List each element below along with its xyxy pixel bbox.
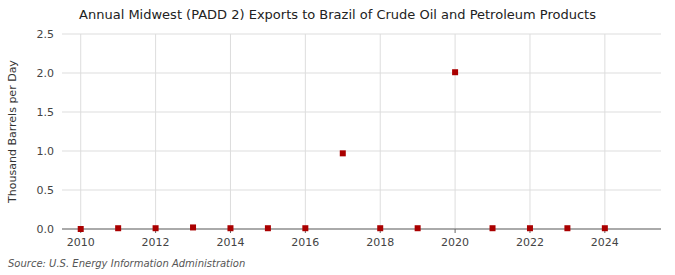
y-tick-label: 0.5	[37, 184, 55, 197]
x-grid-line	[155, 34, 156, 229]
y-tick-label: 2.0	[37, 67, 55, 80]
point	[377, 225, 383, 231]
axes: 0.0 0.5 1.0 1.5 2.0 2.5 2010 2012 2014 2016 2018 20…	[37, 28, 662, 249]
x-tick-label: 2012	[142, 236, 170, 249]
x-tick-label: 2014	[216, 236, 244, 249]
point	[265, 225, 271, 231]
point	[227, 225, 233, 231]
y-axis-label: Thousand Barrels per Day	[6, 60, 19, 204]
x-tick-label: 2018	[366, 236, 394, 249]
x-grid-line	[305, 34, 306, 229]
chart-svg: Annual Midwest (PADD 2) Exports to Brazi…	[0, 0, 675, 275]
y-grid-line	[62, 190, 661, 191]
x-tick-label: 2022	[516, 236, 544, 249]
points	[78, 69, 608, 232]
x-tick-label: 2024	[591, 236, 619, 249]
chart-container: Annual Midwest (PADD 2) Exports to Brazi…	[0, 0, 675, 275]
x-axis-line	[62, 229, 661, 230]
y-grid-line	[62, 151, 661, 152]
x-grid-line	[455, 34, 456, 229]
point	[564, 225, 570, 231]
point	[527, 225, 533, 231]
x-tick-label: 2010	[67, 236, 95, 249]
y-tick-label: 2.5	[37, 28, 55, 41]
point	[190, 224, 196, 230]
point	[78, 226, 84, 232]
y-tick-label: 0.0	[37, 223, 55, 236]
point	[115, 225, 121, 231]
point	[602, 225, 608, 231]
y-tick-label: 1.5	[37, 106, 55, 119]
x-grid-line	[604, 34, 605, 229]
x-tick-label: 2020	[441, 236, 469, 249]
source: Source: U.S. Energy Information Administ…	[8, 258, 245, 269]
point	[490, 225, 496, 231]
y-grid-line	[62, 229, 661, 230]
point	[153, 225, 159, 231]
y-grid-line	[62, 73, 661, 74]
point	[340, 150, 346, 156]
x-grid-line	[80, 34, 81, 229]
x-tick	[455, 229, 456, 233]
x-grid-line	[230, 34, 231, 229]
y-tick-label: 1.0	[37, 145, 55, 158]
point	[415, 225, 421, 231]
y-grid-line	[62, 34, 661, 35]
x-grid-line	[529, 34, 530, 229]
y-grid-line	[62, 112, 661, 113]
point	[302, 225, 308, 231]
title: Annual Midwest (PADD 2) Exports to Brazi…	[79, 7, 596, 22]
x-grid-line	[380, 34, 381, 229]
point	[452, 69, 458, 75]
x-tick-label: 2016	[291, 236, 319, 249]
grid	[62, 34, 661, 229]
